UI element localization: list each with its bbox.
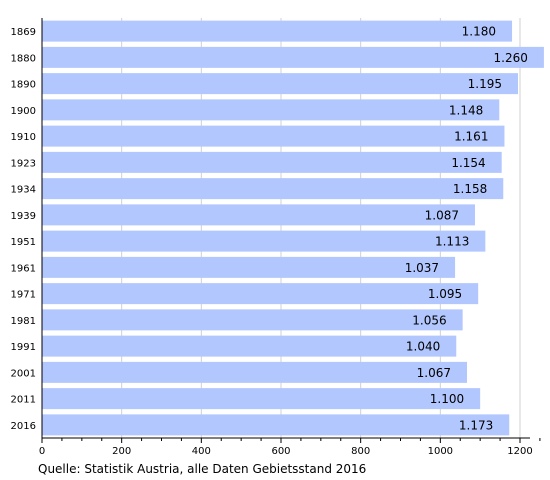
bars: 1.180 1.260 1.195 1.148 1.161 1.154 1.158 1.087… — [42, 20, 544, 436]
bar — [42, 309, 463, 331]
bar-value-label: 1.260 — [494, 51, 528, 65]
x-tick-label: 1000 — [428, 446, 453, 457]
category-label: 1910 — [11, 132, 36, 143]
category-label: 1923 — [11, 158, 36, 169]
bar-value-label: 1.173 — [459, 418, 493, 432]
bar — [42, 178, 504, 200]
bar — [42, 388, 481, 410]
bar — [42, 46, 544, 68]
bar-value-label: 1.195 — [468, 77, 502, 91]
category-label: 1981 — [11, 316, 36, 327]
bar — [42, 20, 513, 42]
category-label: 1961 — [11, 263, 36, 274]
bar-value-label: 1.158 — [453, 182, 487, 196]
bar — [42, 99, 500, 121]
bar — [42, 73, 519, 95]
bar-value-label: 1.037 — [405, 261, 439, 275]
bar — [42, 125, 505, 147]
bar-value-label: 1.056 — [412, 313, 446, 327]
bar-value-label: 1.100 — [430, 392, 464, 406]
x-tick-label: 0 — [39, 446, 45, 457]
category-label: 1880 — [11, 53, 36, 64]
category-label: 2011 — [11, 395, 36, 406]
bar — [42, 204, 475, 226]
category-label: 2001 — [11, 368, 36, 379]
bar-value-label: 1.095 — [428, 287, 462, 301]
bar — [42, 151, 502, 173]
category-label: 1934 — [11, 185, 36, 196]
bar — [42, 256, 456, 278]
bar — [42, 283, 479, 305]
category-label: 1971 — [11, 290, 36, 301]
category-label: 2016 — [11, 421, 36, 432]
category-label: 1900 — [11, 106, 36, 117]
bar-value-label: 1.148 — [449, 103, 483, 117]
category-label: 1939 — [11, 211, 36, 222]
x-tick-label: 600 — [271, 446, 290, 457]
bar — [42, 230, 486, 252]
x-tick-label: 200 — [112, 446, 131, 457]
category-labels: 1869 1880 1890 1900 1910 1923 1934 1939 1951 1961… — [11, 27, 36, 432]
bar-value-label: 1.180 — [462, 25, 496, 39]
bar — [42, 361, 468, 383]
category-label: 1890 — [11, 80, 36, 91]
bar-value-label: 1.113 — [435, 235, 469, 249]
bar — [42, 335, 457, 357]
x-axis: 0 200 400 600 800 1000 1200 — [39, 18, 541, 457]
bar-value-label: 1.067 — [417, 366, 451, 380]
bar-value-label: 1.154 — [451, 156, 485, 170]
x-tick-label: 1200 — [507, 446, 532, 457]
x-tick-label: 800 — [351, 446, 370, 457]
bar-value-label: 1.161 — [454, 130, 488, 144]
category-label: 1991 — [11, 342, 36, 353]
bar-value-label: 1.087 — [425, 208, 459, 222]
x-tick-label: 400 — [192, 446, 211, 457]
bar-value-label: 1.040 — [406, 340, 440, 354]
source-note: Quelle: Statistik Austria, alle Daten Ge… — [38, 462, 367, 476]
bar — [42, 414, 510, 436]
category-label: 1869 — [11, 27, 36, 38]
category-label: 1951 — [11, 237, 36, 248]
